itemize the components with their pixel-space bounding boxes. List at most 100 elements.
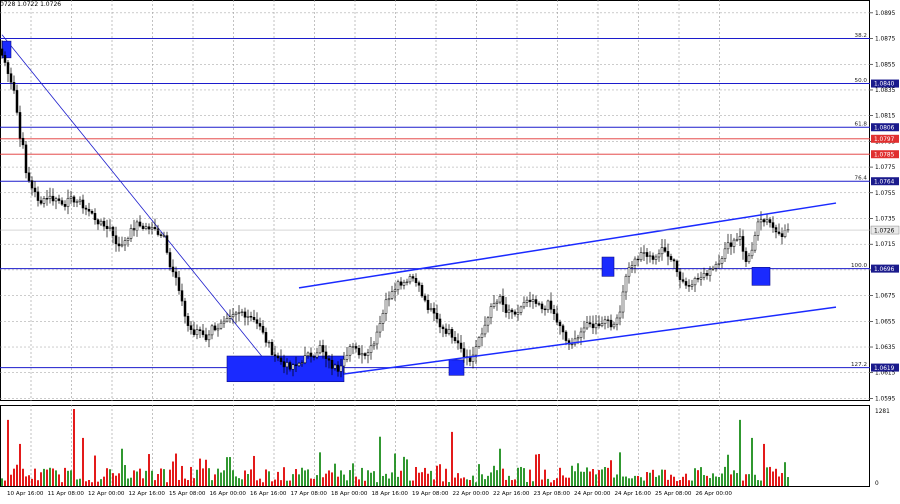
candle-body bbox=[438, 318, 442, 328]
candle-body bbox=[105, 225, 109, 229]
candle-body bbox=[504, 304, 508, 313]
candle-body bbox=[285, 362, 289, 368]
candle-body bbox=[564, 331, 568, 341]
candle-body bbox=[42, 198, 46, 204]
candle-body bbox=[576, 337, 580, 340]
x-tick-label: 19 Apr 08:00 bbox=[412, 491, 449, 497]
candle-body bbox=[300, 362, 304, 364]
candle-body bbox=[768, 219, 772, 223]
candle-body bbox=[777, 231, 781, 234]
candle-body bbox=[762, 219, 766, 223]
candle-body bbox=[390, 291, 394, 299]
candle-body bbox=[153, 226, 157, 230]
candle-body bbox=[132, 228, 136, 231]
candle-body bbox=[372, 343, 376, 347]
candle-body bbox=[99, 220, 103, 225]
candle-body bbox=[117, 243, 121, 247]
volume-min-label: 0 bbox=[875, 481, 879, 487]
x-tick-label: 15 Apr 08:00 bbox=[169, 491, 206, 497]
candle-body bbox=[171, 266, 175, 273]
price-tag-box bbox=[871, 79, 899, 88]
candle-body bbox=[75, 201, 79, 203]
candle-body bbox=[732, 239, 736, 247]
candle-body bbox=[672, 259, 676, 262]
candle-body bbox=[144, 226, 148, 229]
candle-body bbox=[342, 358, 346, 367]
candle-body bbox=[210, 325, 214, 336]
candle-body bbox=[93, 213, 97, 221]
fib-level-label: 100.0 bbox=[851, 263, 867, 269]
candle-body bbox=[240, 311, 244, 313]
zone-box bbox=[601, 256, 615, 277]
candle-body bbox=[759, 219, 763, 223]
candle-body bbox=[723, 248, 727, 259]
candle-body bbox=[654, 256, 658, 260]
candle-body bbox=[120, 244, 124, 247]
price-tag-label: 1.0785 bbox=[874, 152, 895, 158]
candle-body bbox=[312, 356, 316, 358]
candle-body bbox=[771, 222, 775, 228]
candle-body bbox=[189, 325, 193, 330]
y-tick-label: 1.0815 bbox=[875, 114, 896, 120]
candle-body bbox=[684, 281, 688, 286]
candle-body bbox=[159, 234, 163, 236]
candle-body bbox=[693, 278, 697, 286]
candle-body bbox=[642, 252, 646, 254]
candle-body bbox=[150, 226, 154, 230]
candle-body bbox=[156, 228, 160, 235]
x-tick-label: 10 Apr 16:00 bbox=[7, 491, 44, 497]
y-tick-label: 1.0755 bbox=[875, 191, 896, 197]
candle-body bbox=[183, 300, 187, 317]
candle-body bbox=[588, 322, 592, 325]
candle-body bbox=[765, 219, 769, 223]
candle-body bbox=[276, 355, 280, 359]
candle-body bbox=[705, 272, 709, 276]
candle-body bbox=[618, 311, 622, 319]
candle-body bbox=[708, 269, 712, 276]
candle-body bbox=[510, 309, 514, 313]
candle-body bbox=[645, 252, 649, 257]
candle-body bbox=[408, 276, 412, 283]
candle-body bbox=[174, 271, 178, 278]
candle-body bbox=[525, 299, 529, 303]
price-tag-label: 1.0696 bbox=[874, 267, 895, 273]
candle-body bbox=[366, 352, 370, 356]
candle-body bbox=[162, 235, 166, 237]
candle-body bbox=[495, 301, 499, 304]
x-tick-label: 23 Apr 08:00 bbox=[534, 491, 571, 497]
candle-body bbox=[30, 180, 34, 189]
zone-box bbox=[226, 355, 345, 383]
candle-body bbox=[678, 271, 682, 280]
candle-body bbox=[606, 319, 610, 321]
x-tick-label: 16 Apr 16:00 bbox=[250, 491, 287, 497]
candle-body bbox=[480, 333, 484, 338]
candle-body bbox=[54, 198, 58, 202]
candle-body bbox=[51, 195, 55, 202]
candle-body bbox=[579, 331, 583, 338]
candle-body bbox=[657, 253, 661, 258]
candle-body bbox=[45, 198, 49, 200]
candle-body bbox=[279, 357, 283, 362]
candle-body bbox=[675, 260, 679, 273]
candle-body bbox=[690, 284, 694, 287]
candle-body bbox=[204, 334, 208, 341]
candle-body bbox=[522, 302, 526, 308]
candle-body bbox=[501, 296, 505, 305]
candle-body bbox=[489, 306, 493, 319]
price-tag-box bbox=[871, 134, 899, 143]
candle-body bbox=[378, 323, 382, 333]
x-tick-label: 26 Apr 00:00 bbox=[696, 491, 733, 497]
candle-body bbox=[336, 364, 340, 372]
price-tag-label: 1.0619 bbox=[874, 366, 895, 372]
candle-body bbox=[90, 211, 94, 214]
candle-body bbox=[9, 73, 13, 83]
candle-body bbox=[327, 358, 331, 361]
candle-body bbox=[450, 329, 454, 338]
candle-body bbox=[264, 332, 268, 343]
candle-body bbox=[432, 308, 436, 314]
candle-body bbox=[744, 251, 748, 262]
candle-body bbox=[696, 278, 700, 280]
candle-body bbox=[60, 200, 64, 205]
candle-body bbox=[243, 311, 247, 318]
candle-body bbox=[288, 362, 292, 370]
